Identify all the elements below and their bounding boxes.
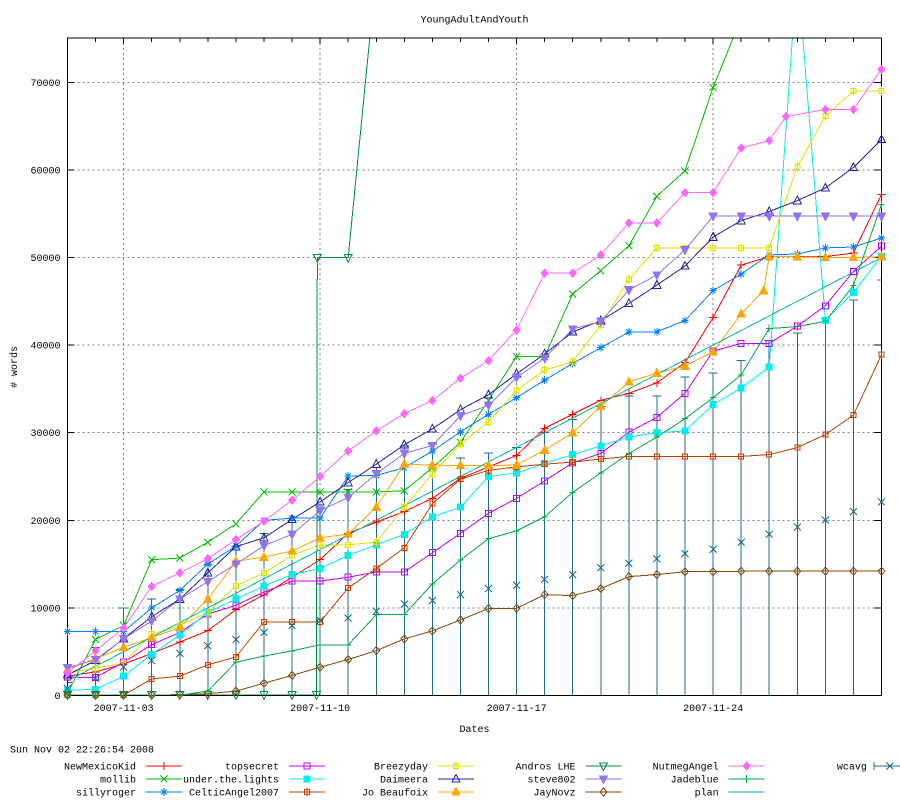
svg-text:30000: 30000 (30, 429, 60, 440)
svg-text:CelticAngel2007: CelticAngel2007 (189, 788, 279, 800)
svg-text:Dates: Dates (459, 725, 489, 736)
svg-text:NewMexicoKid: NewMexicoKid (64, 762, 136, 774)
svg-text:2007-11-17: 2007-11-17 (487, 704, 547, 715)
svg-text:Sun Nov 02 22:26:54 2008: Sun Nov 02 22:26:54 2008 (10, 746, 154, 757)
svg-text:topsecret: topsecret (225, 763, 279, 774)
svg-text:YoungAdultAndYouth: YoungAdultAndYouth (420, 15, 528, 27)
svg-text:mollib: mollib (100, 775, 136, 787)
svg-text:60000: 60000 (30, 166, 60, 177)
svg-text:40000: 40000 (30, 342, 60, 353)
svg-text:Jadeblue: Jadeblue (671, 775, 719, 787)
svg-text:20000: 20000 (30, 517, 60, 528)
svg-text:Andros LHE: Andros LHE (515, 762, 575, 774)
svg-text:70000: 70000 (30, 79, 60, 90)
svg-text:sillyroger: sillyroger (76, 788, 136, 800)
svg-text:NutmegAngel: NutmegAngel (653, 762, 719, 774)
svg-text:JayNovz: JayNovz (533, 789, 575, 800)
svg-text:wcavg: wcavg (837, 763, 867, 774)
svg-text:# words: # words (9, 346, 21, 388)
svg-text:10000: 10000 (30, 604, 60, 615)
svg-text:steve802: steve802 (527, 776, 575, 787)
svg-text:2007-11-10: 2007-11-10 (290, 704, 350, 715)
svg-text:2007-11-24: 2007-11-24 (683, 704, 743, 715)
svg-text:50000: 50000 (30, 254, 60, 265)
svg-text:2007-11-03: 2007-11-03 (94, 704, 154, 715)
svg-text:Breezyday: Breezyday (374, 762, 428, 774)
svg-text:Daimeera: Daimeera (380, 775, 428, 787)
svg-text:plan: plan (695, 788, 719, 800)
svg-text:0: 0 (54, 692, 60, 703)
svg-text:under.the.lights: under.the.lights (183, 775, 279, 787)
svg-text:Jo Beaufoix: Jo Beaufoix (362, 788, 428, 800)
